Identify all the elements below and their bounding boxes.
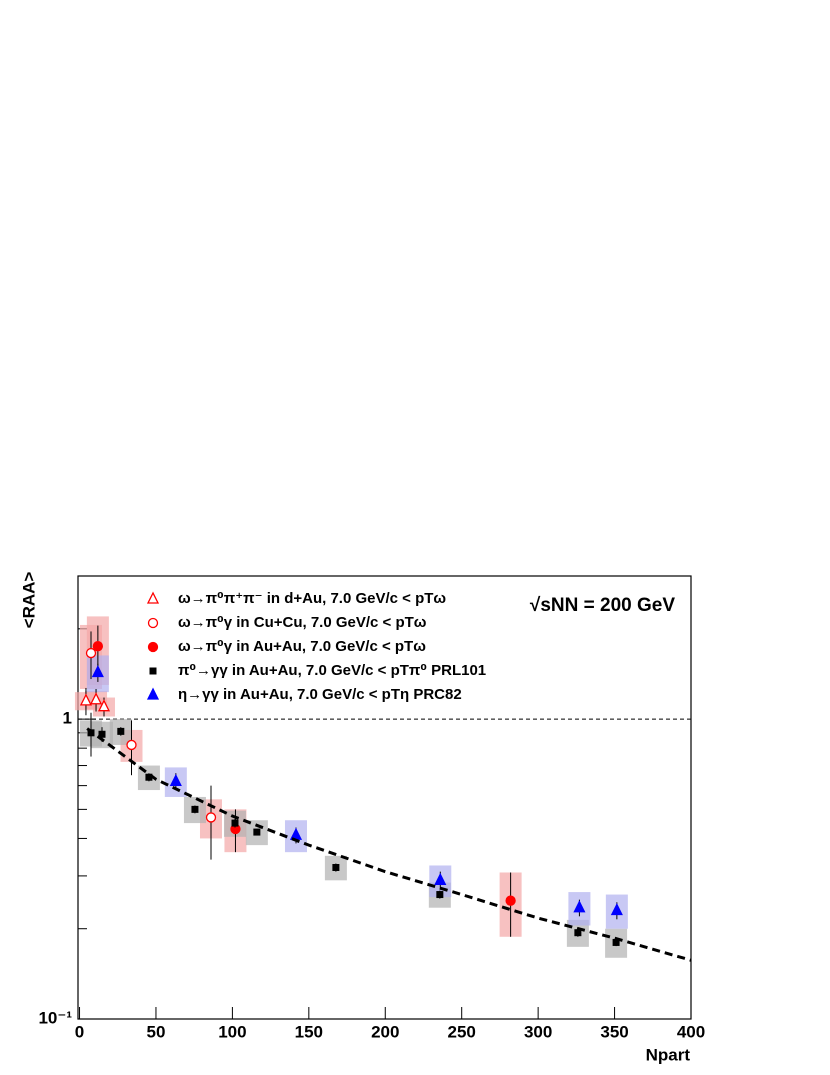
data-point [85, 647, 97, 659]
x-tick-label: 200 [371, 1022, 399, 1041]
data-point [434, 872, 447, 885]
data-point [169, 773, 182, 787]
data-point [573, 900, 586, 913]
data-point [89, 692, 103, 705]
legend-label: π⁰→γγ in Au+Au, 7.0 GeV/c < pTπ⁰ PRL101 [178, 662, 486, 679]
x-tick-label: 250 [448, 1022, 476, 1041]
data-point [98, 730, 106, 738]
legend-label: η→γγ in Au+Au, 7.0 GeV/c < pTη PRC82 [178, 686, 462, 703]
legend-label: ω→π⁰π⁺π⁻ in d+Au, 7.0 GeV/c < pTω [178, 590, 446, 607]
y-tick-label: 10⁻¹ [38, 1008, 72, 1027]
fit-curve [86, 727, 692, 962]
legend-label: ω→π⁰γ in Au+Au, 7.0 GeV/c < pTω [178, 638, 426, 655]
legend-marker [146, 687, 160, 700]
data-point [574, 929, 582, 937]
y-axis-label: <RAA> [19, 572, 38, 629]
x-axis-label: Npart [646, 1045, 691, 1064]
y-tick-label: 1 [63, 709, 72, 728]
plot-frame [77, 575, 692, 1020]
data-point [436, 891, 444, 899]
x-tick-label: 350 [600, 1022, 628, 1041]
data-point [126, 739, 137, 751]
data-point [79, 693, 93, 706]
data-point [117, 727, 125, 735]
data-point [332, 864, 340, 872]
data-point [612, 938, 620, 946]
data-point [92, 641, 104, 652]
data-point [191, 805, 199, 813]
x-tick-label: 150 [295, 1022, 323, 1041]
annotation: √sNN = 200 GeV [530, 595, 675, 616]
x-tick-label: 50 [147, 1022, 166, 1041]
data-point [91, 665, 104, 678]
x-tick-label: 0 [75, 1022, 84, 1041]
data-point [231, 819, 239, 827]
x-tick-label: 300 [524, 1022, 552, 1041]
data-point [610, 903, 623, 916]
data-point [205, 812, 217, 823]
data-point [145, 773, 153, 781]
data-point [253, 828, 261, 836]
x-tick-label: 400 [677, 1022, 705, 1041]
legend-marker [147, 617, 159, 629]
x-tick-label: 100 [218, 1022, 246, 1041]
data-point [97, 699, 111, 712]
data-point [505, 895, 516, 906]
legend-label: ω→π⁰γ in Cu+Cu, 7.0 GeV/c < pTω [178, 614, 427, 631]
legend-marker [149, 667, 157, 675]
legend-marker [146, 591, 160, 604]
legend-marker [147, 641, 159, 653]
